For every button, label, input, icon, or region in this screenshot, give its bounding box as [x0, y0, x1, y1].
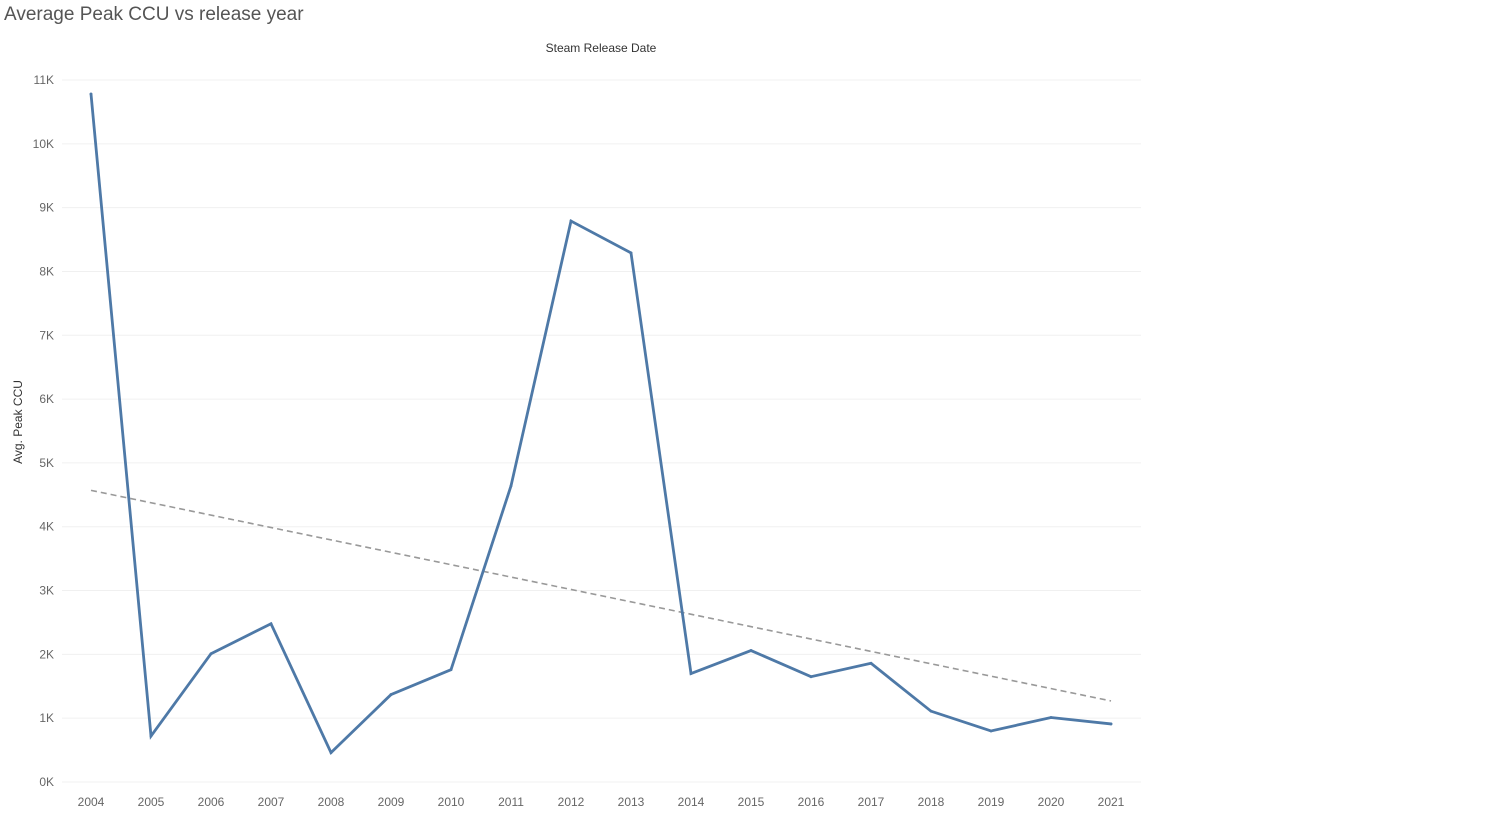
data-point [269, 622, 273, 626]
y-tick-label: 2K [39, 647, 54, 661]
data-point [209, 652, 213, 656]
series-group [89, 92, 1113, 756]
page-title: Average Peak CCU vs release year [4, 4, 304, 25]
y-tick-label: 4K [39, 520, 54, 534]
y-tick-label: 3K [39, 584, 54, 598]
data-point [569, 219, 573, 223]
y-axis-title: Avg. Peak CCU [11, 380, 25, 464]
y-tick-label: 7K [39, 328, 54, 342]
data-point [89, 92, 93, 96]
x-tick-label: 2019 [978, 795, 1005, 809]
y-tick-label: 0K [39, 775, 54, 789]
data-point [749, 649, 753, 652]
x-tick-label: 2013 [618, 795, 645, 809]
y-tick-label: 6K [39, 392, 54, 406]
data-point [869, 661, 873, 665]
data-point [149, 734, 153, 738]
data-point [809, 675, 813, 679]
trend-line-group [90, 489, 1112, 702]
data-point [389, 693, 393, 696]
y-tick-label: 9K [39, 201, 54, 215]
x-tick-label: 2004 [78, 795, 105, 809]
x-tick-label: 2010 [438, 795, 465, 809]
x-tick-label: 2016 [798, 795, 825, 809]
data-point [929, 709, 933, 713]
data-point [689, 672, 693, 675]
y-tick-label: 8K [39, 264, 54, 278]
y-tick-label: 11K [34, 73, 54, 87]
x-axis: 2004 2005 2006 2007 2008 2009 2010 2011 2012 2013… [78, 795, 1125, 809]
y-tick-label: 10K [33, 137, 54, 151]
x-tick-label: 2006 [198, 795, 225, 809]
data-point [449, 668, 453, 672]
x-tick-label: 2020 [1038, 795, 1065, 809]
data-point [1049, 716, 1053, 719]
x-tick-label: 2021 [1098, 795, 1125, 809]
data-point [329, 751, 333, 755]
data-point [629, 251, 633, 255]
x-tick-label: 2005 [138, 795, 165, 809]
x-axis-title: Steam Release Date [546, 41, 657, 55]
x-tick-label: 2014 [678, 795, 705, 809]
data-point [509, 484, 513, 488]
gridlines [62, 79, 1141, 783]
trend-line [90, 489, 1112, 702]
x-tick-label: 2018 [918, 795, 945, 809]
y-axis: 0K 1K 2K 3K 4K 5K 6K 7K 8K 9K 10K 11K [33, 73, 54, 789]
x-tick-label: 2015 [738, 795, 765, 809]
data-point [989, 729, 993, 733]
y-tick-label: 1K [39, 711, 54, 725]
data-point [1109, 722, 1113, 726]
x-tick-label: 2009 [378, 795, 405, 809]
x-tick-label: 2007 [258, 795, 285, 809]
x-tick-label: 2012 [558, 795, 585, 809]
series-line [89, 92, 1113, 756]
x-tick-label: 2017 [858, 795, 885, 809]
x-tick-label: 2008 [318, 795, 345, 809]
x-tick-label: 2011 [498, 795, 524, 809]
y-tick-label: 5K [39, 456, 54, 470]
